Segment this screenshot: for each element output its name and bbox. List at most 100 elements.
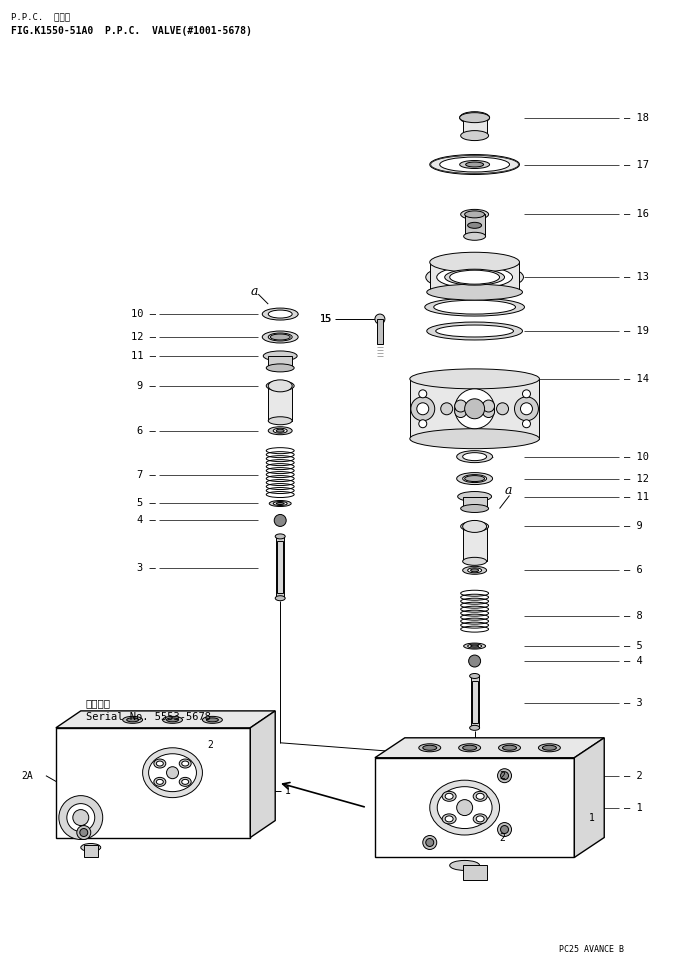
Ellipse shape <box>126 718 138 722</box>
Ellipse shape <box>263 351 297 361</box>
Ellipse shape <box>464 232 486 240</box>
Bar <box>375 758 574 858</box>
Circle shape <box>500 826 509 834</box>
Bar <box>463 118 486 136</box>
Polygon shape <box>250 711 275 837</box>
Ellipse shape <box>457 450 493 463</box>
Ellipse shape <box>430 252 519 272</box>
Text: — 5: — 5 <box>624 641 643 651</box>
Bar <box>463 865 486 880</box>
Ellipse shape <box>436 325 514 337</box>
Circle shape <box>482 405 495 418</box>
Ellipse shape <box>410 428 539 448</box>
Circle shape <box>419 390 427 398</box>
Text: 2A: 2A <box>21 771 33 781</box>
Text: — 2: — 2 <box>624 771 643 781</box>
Ellipse shape <box>275 596 285 600</box>
Ellipse shape <box>430 780 500 835</box>
Text: 適用号機: 適用号機 <box>85 698 111 708</box>
Ellipse shape <box>465 211 484 218</box>
Ellipse shape <box>268 333 292 341</box>
Ellipse shape <box>463 557 486 565</box>
Circle shape <box>514 397 539 421</box>
Ellipse shape <box>463 452 486 461</box>
Circle shape <box>426 838 434 846</box>
Ellipse shape <box>273 428 287 433</box>
Text: 2: 2 <box>500 771 505 781</box>
Ellipse shape <box>268 426 292 435</box>
Bar <box>268 356 292 368</box>
Text: — 3: — 3 <box>624 698 643 707</box>
Ellipse shape <box>465 475 484 482</box>
Text: — 13: — 13 <box>624 272 649 282</box>
Ellipse shape <box>427 284 523 300</box>
Ellipse shape <box>276 429 284 432</box>
Polygon shape <box>574 738 604 858</box>
Ellipse shape <box>202 716 222 724</box>
Polygon shape <box>56 711 275 728</box>
Circle shape <box>73 810 89 826</box>
Ellipse shape <box>470 726 480 730</box>
Circle shape <box>482 400 495 412</box>
Ellipse shape <box>476 815 484 822</box>
Text: P.P.C.  バルブ: P.P.C. バルブ <box>11 12 70 21</box>
Circle shape <box>419 420 427 427</box>
Ellipse shape <box>427 322 523 340</box>
Ellipse shape <box>461 131 489 141</box>
Text: — 17: — 17 <box>624 160 649 169</box>
Circle shape <box>59 795 103 839</box>
Circle shape <box>441 402 452 415</box>
Ellipse shape <box>463 474 486 483</box>
Circle shape <box>455 405 466 418</box>
Ellipse shape <box>425 298 525 316</box>
Ellipse shape <box>154 759 166 768</box>
Text: — 14: — 14 <box>624 374 649 384</box>
Text: 15: 15 <box>320 315 333 324</box>
Text: — 1: — 1 <box>624 803 643 813</box>
Ellipse shape <box>156 761 163 766</box>
Circle shape <box>417 402 429 415</box>
Ellipse shape <box>154 777 166 787</box>
Circle shape <box>465 399 484 419</box>
Bar <box>463 527 486 561</box>
Circle shape <box>523 390 530 398</box>
Ellipse shape <box>179 759 191 768</box>
Ellipse shape <box>276 503 284 505</box>
Text: 2: 2 <box>500 833 505 842</box>
Ellipse shape <box>445 793 453 799</box>
Circle shape <box>67 804 95 832</box>
Ellipse shape <box>123 716 142 724</box>
Text: 10 —: 10 — <box>131 309 156 319</box>
Circle shape <box>80 829 88 836</box>
Ellipse shape <box>502 746 516 750</box>
Ellipse shape <box>375 315 385 324</box>
Ellipse shape <box>430 155 519 175</box>
Text: 12 —: 12 — <box>131 332 156 342</box>
Ellipse shape <box>461 209 489 219</box>
Circle shape <box>275 514 286 527</box>
Circle shape <box>411 397 435 421</box>
Ellipse shape <box>262 331 298 343</box>
Ellipse shape <box>457 472 493 485</box>
Circle shape <box>496 402 509 415</box>
Ellipse shape <box>464 643 486 649</box>
Ellipse shape <box>539 744 560 751</box>
Text: 6 —: 6 — <box>137 425 156 436</box>
Ellipse shape <box>410 369 539 389</box>
Text: — 12: — 12 <box>624 473 649 484</box>
Ellipse shape <box>275 533 285 539</box>
Ellipse shape <box>468 568 482 573</box>
Circle shape <box>457 799 473 815</box>
Bar <box>268 386 292 421</box>
Ellipse shape <box>498 744 521 751</box>
Text: 15: 15 <box>320 315 332 324</box>
Text: — 16: — 16 <box>624 209 649 219</box>
Text: 11 —: 11 — <box>131 351 156 361</box>
Text: FIG.K1550-51A0  P.P.C.  VALVE(#1001-5678): FIG.K1550-51A0 P.P.C. VALVE(#1001-5678) <box>11 26 252 36</box>
Ellipse shape <box>476 793 484 799</box>
Ellipse shape <box>468 644 482 648</box>
Ellipse shape <box>266 364 294 372</box>
Ellipse shape <box>473 814 487 824</box>
Ellipse shape <box>440 157 509 172</box>
Ellipse shape <box>149 753 197 792</box>
